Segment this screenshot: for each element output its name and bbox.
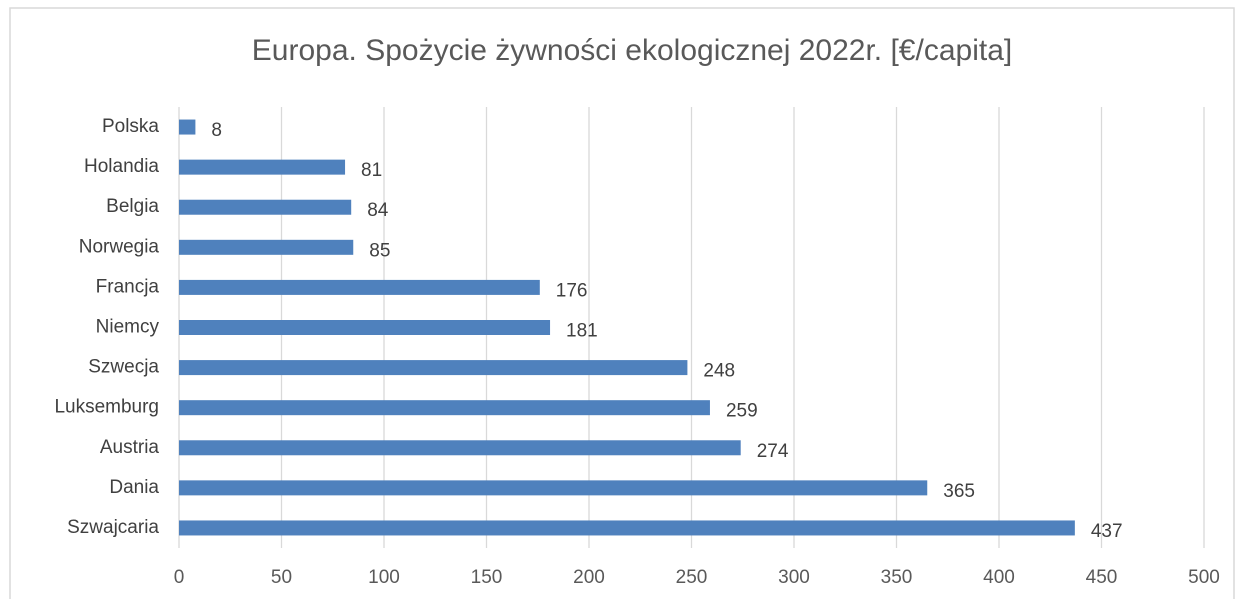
bar — [179, 520, 1075, 536]
y-tick-label: Szwajcaria — [67, 517, 159, 538]
bar — [179, 239, 354, 255]
data-label: 437 — [1091, 521, 1123, 542]
data-label: 248 — [703, 361, 735, 382]
data-label: 85 — [369, 240, 390, 261]
data-label: 274 — [757, 441, 789, 462]
x-tick-label: 200 — [573, 567, 605, 588]
chart-border — [9, 7, 1235, 599]
bar — [179, 279, 540, 295]
bar — [179, 440, 741, 456]
x-tick-label: 150 — [471, 567, 503, 588]
x-tick-label: 300 — [778, 567, 810, 588]
data-label: 84 — [367, 200, 389, 221]
y-tick-label: Szwecja — [88, 357, 159, 378]
data-label: 81 — [361, 160, 382, 181]
data-label: 176 — [556, 280, 588, 301]
x-tick-label: 350 — [881, 567, 913, 588]
y-tick-label: Francja — [96, 276, 160, 297]
x-tick-label: 50 — [271, 567, 292, 588]
data-label: 365 — [943, 481, 975, 502]
y-tick-label: Niemcy — [96, 317, 160, 338]
x-tick-label: 100 — [368, 567, 400, 588]
bar — [179, 199, 352, 215]
data-label: 181 — [566, 321, 598, 342]
bar — [179, 360, 688, 376]
y-tick-label: Luksemburg — [54, 397, 159, 418]
x-tick-label: 450 — [1086, 567, 1118, 588]
y-tick-label: Holandia — [84, 156, 159, 177]
x-tick-label: 400 — [983, 567, 1015, 588]
y-tick-label: Dania — [109, 477, 159, 498]
y-tick-label: Polska — [102, 116, 159, 137]
bar — [179, 159, 346, 175]
y-tick-label: Austria — [100, 437, 160, 458]
x-tick-label: 500 — [1188, 567, 1220, 588]
bar — [179, 480, 928, 496]
y-tick-label: Belgia — [106, 196, 159, 217]
bar — [179, 119, 196, 135]
data-label: 8 — [211, 120, 222, 141]
x-tick-label: 0 — [174, 567, 185, 588]
bar — [179, 320, 551, 335]
data-label: 259 — [726, 401, 758, 422]
y-tick-label: Norwegia — [79, 236, 160, 257]
bar — [179, 400, 710, 416]
x-tick-label: 250 — [676, 567, 708, 588]
chart-title: Europa. Spożycie żywności ekologicznej 2… — [252, 34, 1012, 67]
